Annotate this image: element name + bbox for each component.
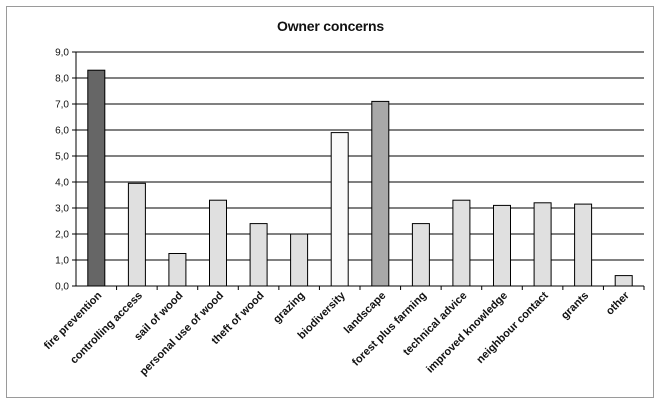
- y-tick-label: 1,0: [55, 256, 69, 267]
- category-label: grants: [559, 290, 591, 322]
- bar-neighbour-contact: [533, 202, 552, 287]
- y-tick-label: 7,0: [55, 100, 69, 111]
- category-label: neighbour contact: [474, 289, 551, 366]
- grid-lines: [76, 51, 644, 261]
- y-tick-label: 9,0: [55, 48, 69, 59]
- category-label: forest plus farming: [350, 290, 429, 369]
- category-label: grazing: [271, 290, 307, 326]
- axes: [72, 51, 645, 290]
- bar-fire-prevention: [87, 69, 106, 287]
- bar-improved-knowledge: [493, 204, 511, 287]
- y-tick-labels: 0,0 1,0 2,0 3,0 4,0 5,0 6,0 7,0 8,0 9,0: [55, 48, 69, 293]
- bar-controlling-access: [127, 182, 146, 287]
- y-tick-label: 8,0: [55, 74, 69, 85]
- y-tick-label: 5,0: [55, 152, 69, 163]
- bar-theft-of-wood: [249, 223, 268, 287]
- bar-other: [614, 275, 633, 287]
- y-tick-label: 2,0: [55, 230, 69, 241]
- bar-biodiversity: [330, 132, 349, 287]
- y-tick-label: 0,0: [55, 282, 69, 293]
- bar-technical-advice: [452, 199, 471, 287]
- y-tick-label: 4,0: [55, 178, 69, 189]
- bar-personal-use-of-wood: [209, 199, 227, 287]
- bar-landscape: [371, 100, 390, 287]
- bar-grants: [574, 203, 593, 287]
- chart-frame: [6, 6, 654, 398]
- bars: [87, 69, 633, 287]
- bar-sail-of-wood: [168, 253, 187, 287]
- bar-forest-plus-farming: [411, 223, 430, 287]
- category-label: other: [604, 289, 632, 317]
- y-tick-label: 3,0: [55, 204, 69, 215]
- bar-grazing: [290, 233, 309, 287]
- chart-title: Owner concerns: [277, 18, 384, 34]
- category-label: improved knowledge: [424, 290, 510, 376]
- category-label: controlling access: [68, 290, 145, 367]
- y-tick-label: 6,0: [55, 126, 69, 137]
